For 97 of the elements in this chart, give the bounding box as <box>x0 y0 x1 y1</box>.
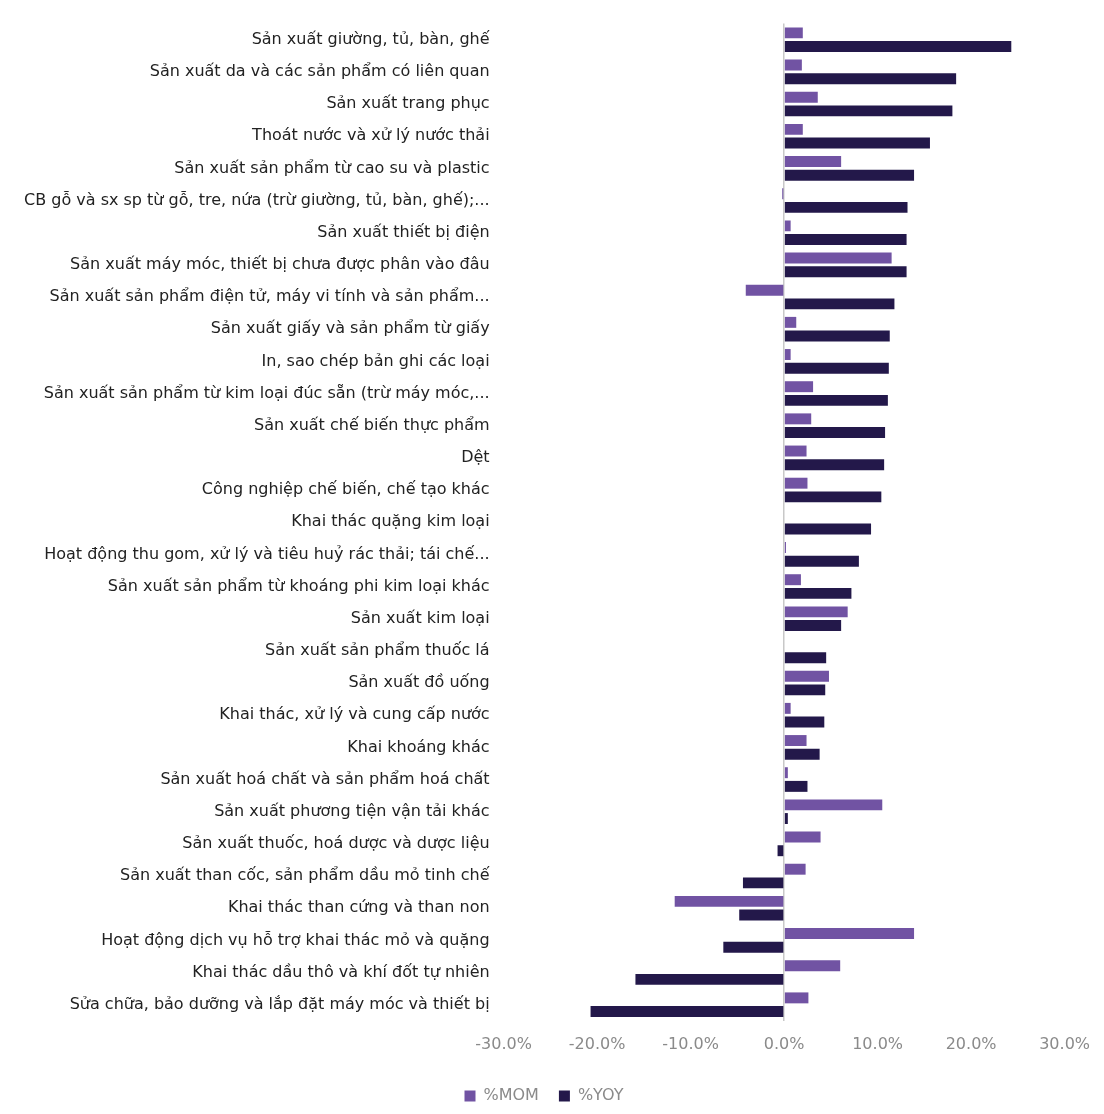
bar <box>784 156 842 167</box>
bar <box>784 606 848 618</box>
y-tick-label: Sản xuất thiết bị điện <box>317 221 490 241</box>
bar <box>784 702 791 714</box>
y-tick-label: Sản xuất than cốc, sản phẩm dầu mỏ tinh chế <box>119 865 490 885</box>
x-tick-label: -20.0% <box>568 1033 626 1053</box>
y-tick-label: Khai thác dầu thô và khí đốt tự nhiên <box>192 961 490 981</box>
y-tick-label: Thoát nước và xử lý nước thải <box>251 125 490 145</box>
bar <box>784 523 872 535</box>
bar <box>784 137 930 149</box>
y-tick-label: Sản xuất kim loại <box>350 607 490 627</box>
bar <box>784 459 885 471</box>
bar <box>784 652 827 664</box>
x-tick-label: 30.0% <box>1039 1033 1090 1053</box>
y-tick-label: Khai khoáng khác <box>347 736 490 756</box>
bar <box>784 587 852 599</box>
y-tick-label: Sản xuất sản phẩm thuốc lá <box>265 640 490 660</box>
y-tick-label: Sửa chữa, bảo dưỡng và lắp đặt máy móc và thiết bị <box>69 993 490 1013</box>
x-tick-label: -10.0% <box>662 1033 719 1053</box>
bar <box>784 992 809 1004</box>
y-tick-label: Sản xuất đồ uống <box>348 672 490 692</box>
bar <box>742 877 784 889</box>
bar <box>723 941 784 953</box>
bar <box>784 105 953 117</box>
bar <box>784 73 957 85</box>
bar <box>784 220 791 232</box>
bar <box>784 413 812 425</box>
y-tick-label: Hoạt động thu gom, xử lý và tiêu huỷ rác thải; tái chế... <box>44 543 490 563</box>
bar <box>784 252 892 264</box>
y-tick-label: Sản xuất phương tiện vận tải khác <box>214 800 490 820</box>
bar <box>784 349 791 360</box>
bar <box>784 91 818 103</box>
x-tick-label: 0.0% <box>763 1033 805 1053</box>
bar <box>784 620 842 632</box>
bar <box>784 928 915 940</box>
bar <box>784 960 841 972</box>
y-tick-label: Khai thác quặng kim loại <box>291 511 490 531</box>
bar <box>784 813 788 825</box>
bar <box>784 234 907 245</box>
bar <box>784 266 907 278</box>
y-tick-label: Công nghiệp chế biến, chế tạo khác <box>201 479 490 499</box>
bar <box>784 831 821 843</box>
bar <box>784 748 820 760</box>
y-tick-label: Sản xuất trang phục <box>326 93 490 113</box>
bar <box>784 574 801 586</box>
y-tick-label: CB gỗ và sx sp từ gỗ, tre, nứa (trừ giường, tủ, bàn, ghế);... <box>24 189 490 209</box>
y-tick-label: Sản xuất sản phẩm từ kim loại đúc sẵn (trừ máy móc,... <box>43 382 490 402</box>
bar <box>784 863 806 875</box>
bar <box>784 767 788 779</box>
y-tick-label: Hoạt động dịch vụ hỗ trợ khai thác mỏ và quặng <box>101 929 490 949</box>
y-tick-label: Sản xuất giường, tủ, bàn, ghế <box>251 28 490 48</box>
bar <box>784 445 807 457</box>
bar <box>784 427 886 438</box>
y-tick-label: Sản xuất sản phẩm từ cao su và plastic <box>174 157 490 177</box>
bar <box>635 973 784 985</box>
bar <box>784 735 807 747</box>
y-tick-label: Khai thác than cứng và than non <box>227 897 490 917</box>
bar <box>784 59 802 71</box>
legend-label: %MOM <box>483 1085 539 1105</box>
x-tick-label: 10.0% <box>852 1033 904 1053</box>
bar <box>784 780 808 792</box>
y-tick-label: Dệt <box>461 447 490 467</box>
bar <box>784 477 808 489</box>
y-tick-label: Sản xuất da và các sản phẩm có liên quan <box>149 61 490 81</box>
y-tick-label: Sản xuất hoá chất và sản phẩm hoá chất <box>160 768 490 788</box>
bar <box>784 41 1012 52</box>
y-tick-label: In, sao chép bản ghi các loại <box>261 350 490 370</box>
bar <box>674 895 784 907</box>
y-tick-label: Khai thác, xử lý và cung cấp nước <box>219 704 490 724</box>
bar <box>784 330 890 342</box>
bar <box>784 381 814 393</box>
y-tick-label: Sản xuất giấy và sản phẩm từ giấy <box>210 318 490 338</box>
bar <box>784 362 889 374</box>
y-tick-label: Sản xuất sản phẩm từ khoáng phi kim loại khác <box>107 575 490 595</box>
bar <box>784 201 908 213</box>
y-tick-label: Sản xuất chế biến thực phẩm <box>253 414 490 434</box>
bar <box>784 799 883 811</box>
bar <box>784 555 859 567</box>
bar <box>739 909 784 921</box>
bar <box>784 316 797 328</box>
bar <box>784 27 803 39</box>
bar <box>784 394 888 406</box>
bar <box>784 684 826 696</box>
x-tick-label: 20.0% <box>945 1033 997 1053</box>
y-tick-label: Sản xuất sản phẩm điện tử, máy vi tính và sản phẩm... <box>49 286 490 306</box>
bar <box>745 284 784 296</box>
legend-label: %YOY <box>577 1085 624 1105</box>
bar <box>784 716 825 728</box>
y-tick-label: Sản xuất máy móc, thiết bị chưa được phân vào đâu <box>70 254 490 274</box>
y-tick-label: Sản xuất thuốc, hoá dược và dược liệu <box>182 833 490 853</box>
bar <box>784 123 803 135</box>
bar <box>784 169 915 181</box>
bar <box>590 1006 784 1018</box>
bar <box>784 491 882 503</box>
bar <box>784 670 829 682</box>
bar <box>784 298 895 310</box>
x-tick-label: -30.0% <box>475 1033 532 1053</box>
